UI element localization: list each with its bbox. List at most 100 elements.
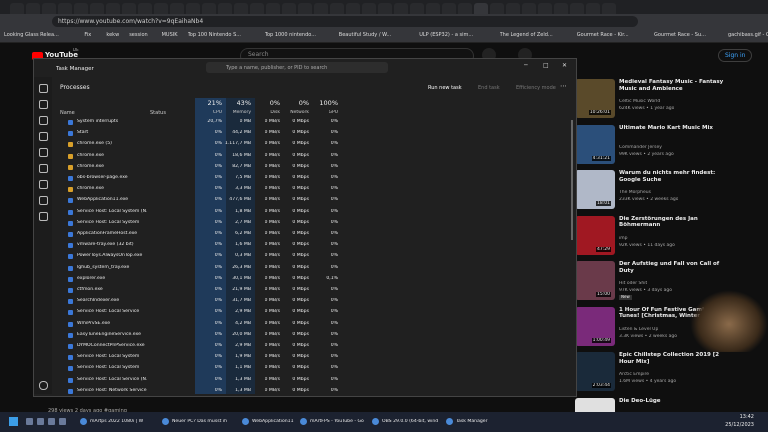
process-name[interactable]: vmware-tray.exe (32 bit) <box>77 242 134 248</box>
tab[interactable] <box>90 3 104 14</box>
tab[interactable] <box>266 3 280 14</box>
video-title[interactable]: Epic Chillstep Collection 2019 [2 Hour M… <box>619 352 720 365</box>
process-name[interactable]: EasyTuneEngineService.exe <box>77 331 141 337</box>
video-title[interactable]: Die Deo-Lüge <box>619 397 661 404</box>
video-title[interactable]: Warum du nichts mehr findest: Google Suc… <box>619 170 716 183</box>
bookmark[interactable]: Gourmet Race - Kir... <box>576 32 629 38</box>
tab[interactable] <box>410 3 424 14</box>
nav-icon[interactable] <box>39 164 48 173</box>
video-title[interactable]: Ultimate Mario Kart Music Mix <box>619 124 713 131</box>
process-name[interactable]: Service Host: Local System (N... <box>77 208 147 214</box>
tab[interactable] <box>234 3 248 14</box>
process-name[interactable]: chrome.exe <box>77 186 104 192</box>
pinned-icon[interactable] <box>59 418 66 425</box>
tab[interactable] <box>250 3 264 14</box>
process-name[interactable]: ctfmon.exe <box>77 287 103 292</box>
tab[interactable] <box>186 3 200 14</box>
tab[interactable] <box>42 3 56 14</box>
bookmark[interactable]: Gourmet Race - Su... <box>654 32 706 38</box>
tab[interactable] <box>122 3 136 14</box>
tab[interactable] <box>586 3 600 14</box>
col-usage[interactable]: 21% <box>207 100 222 107</box>
nav-icon[interactable] <box>39 116 48 125</box>
process-name[interactable]: WebApplication11.exe <box>77 197 129 203</box>
process-name[interactable]: Service Host: Local Service <box>77 309 140 315</box>
sign-in[interactable]: Sign in <box>718 49 753 63</box>
process-name[interactable]: Service Host: Local System <box>77 219 140 225</box>
bookmark[interactable]: gachibass.gif - Goo... <box>728 32 768 38</box>
tm-search-placeholder[interactable]: Type a name, publisher, or PID to search <box>226 65 328 71</box>
process-name[interactable]: SearchIndexer.exe <box>77 298 120 304</box>
tab[interactable] <box>554 3 568 14</box>
process-name[interactable]: System interrupts <box>77 119 119 124</box>
col-status[interactable]: Status <box>150 110 166 116</box>
tab[interactable] <box>362 3 376 14</box>
tab[interactable] <box>378 3 392 14</box>
taskbar-item[interactable]: mArtps 2022 1080i | W <box>90 419 144 424</box>
settings-icon[interactable] <box>39 381 48 390</box>
tab[interactable] <box>522 3 536 14</box>
video-title[interactable]: Der Aufstieg und Fall von Call of Duty <box>619 261 720 274</box>
video-title[interactable]: 1 Hour Of Fun Festive Gaming Tunes! [Chr… <box>619 306 712 320</box>
pinned-icon[interactable] <box>48 418 55 425</box>
window-button[interactable]: □ <box>543 62 549 69</box>
tab[interactable] <box>314 3 328 14</box>
pinned-icon[interactable] <box>37 418 44 425</box>
process-name[interactable]: obs-browser-page.exe <box>77 175 128 180</box>
process-name[interactable]: Service Host: Local System <box>77 354 140 360</box>
col-usage[interactable]: 43% <box>236 100 251 107</box>
tab[interactable] <box>298 3 312 14</box>
col-label[interactable]: Disk <box>270 110 280 115</box>
tab[interactable] <box>58 3 72 14</box>
search-placeholder[interactable]: Search <box>248 51 269 58</box>
tab[interactable] <box>490 3 504 14</box>
process-name[interactable]: Service Host: Local Service (N... <box>77 376 147 382</box>
tab[interactable] <box>538 3 552 14</box>
process-name[interactable]: Service Host: Network Service <box>77 387 147 393</box>
start-button[interactable] <box>9 417 18 426</box>
col-label[interactable]: GPU <box>328 110 339 115</box>
col-usage[interactable]: 0% <box>269 100 280 107</box>
col-usage[interactable]: 0% <box>298 100 309 107</box>
taskbar-item[interactable]: Neuer PC? Das musst ih <box>172 419 228 424</box>
taskbar-item[interactable]: Task Manager <box>456 419 488 424</box>
col-name[interactable]: Name <box>60 110 75 116</box>
process-name[interactable]: Service Host: Local System <box>77 365 140 371</box>
bookmark[interactable]: kekw <box>106 32 120 38</box>
tab[interactable] <box>282 3 296 14</box>
tab[interactable] <box>74 3 88 14</box>
nav-icon[interactable] <box>39 196 48 205</box>
url[interactable]: https://www.youtube.com/watch?v=9qEaihaN… <box>58 18 204 25</box>
nav-icon[interactable] <box>39 132 48 141</box>
taskbar-item[interactable]: OBS 29.0.0 (64-bit, wind <box>382 419 439 424</box>
tab[interactable] <box>426 3 440 14</box>
col-label[interactable]: Memory <box>232 110 251 115</box>
process-name[interactable]: DYMOConnectPnPService.exe <box>77 343 145 348</box>
process-name[interactable]: lghub_system_tray.exe <box>77 264 130 270</box>
tm-action[interactable]: End task <box>478 85 500 91</box>
tab[interactable] <box>506 3 520 14</box>
window-button[interactable]: ─ <box>524 62 528 69</box>
nav-icon[interactable] <box>39 100 48 109</box>
process-name[interactable]: PowerToys.AlwaysOnTop.exe <box>77 253 143 259</box>
tab[interactable] <box>218 3 232 14</box>
tab[interactable] <box>442 3 456 14</box>
process-name[interactable]: chrome.exe <box>77 163 104 169</box>
window-button[interactable]: ✕ <box>562 62 568 69</box>
taskbar-item[interactable]: mArtFPS - YouTube - Go <box>310 419 364 424</box>
process-name[interactable]: explorer.exe <box>77 275 106 281</box>
tab[interactable] <box>330 3 344 14</box>
bookmark[interactable]: MUSIK <box>161 32 178 38</box>
col-usage[interactable]: 100% <box>319 100 338 107</box>
bookmark[interactable]: ULP (ESP32) - a sim... <box>419 32 474 38</box>
taskbar-item[interactable]: WebApplication11 <box>252 419 294 424</box>
col-label[interactable]: CPU <box>212 110 222 115</box>
tab[interactable] <box>602 3 616 14</box>
process-name[interactable]: WmiPrvSE.exe <box>77 320 111 326</box>
tab[interactable] <box>474 3 488 14</box>
tab[interactable] <box>106 3 120 14</box>
tab[interactable] <box>26 3 40 14</box>
process-name[interactable]: Start <box>77 130 89 136</box>
tab[interactable] <box>10 3 24 14</box>
col-label[interactable]: Network <box>290 110 309 115</box>
